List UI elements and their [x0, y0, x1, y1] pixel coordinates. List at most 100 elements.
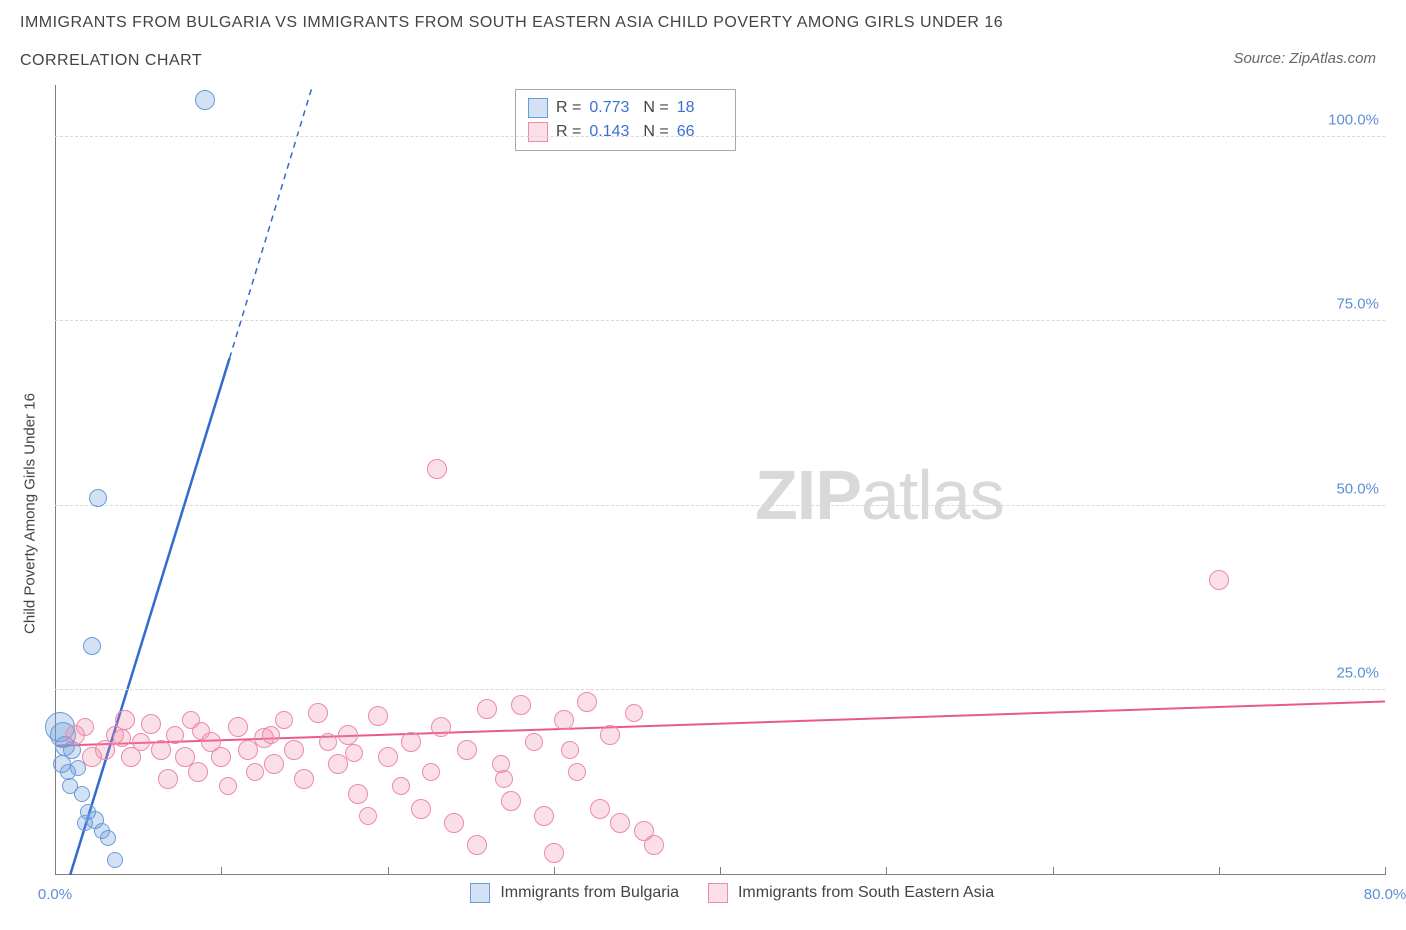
- grid-line-horizontal: [55, 320, 1385, 321]
- x-tick-label-max: 80.0%: [1364, 886, 1406, 903]
- data-point-seasia: [151, 740, 171, 760]
- data-point-seasia: [501, 791, 521, 811]
- data-point-seasia: [113, 729, 131, 747]
- legend-r-value-bulgaria: 0.773: [589, 96, 635, 120]
- data-point-seasia: [561, 741, 579, 759]
- legend-n-value-seasia: 66: [677, 120, 723, 144]
- x-tick-mark: [221, 867, 222, 875]
- data-point-seasia: [411, 799, 431, 819]
- x-tick-mark: [1053, 867, 1054, 875]
- data-point-seasia: [192, 722, 210, 740]
- x-tick-mark: [886, 867, 887, 875]
- data-point-seasia: [294, 769, 314, 789]
- y-tick-label: 75.0%: [1336, 296, 1379, 313]
- y-tick-label: 25.0%: [1336, 665, 1379, 682]
- data-point-seasia: [219, 777, 237, 795]
- grid-line-horizontal: [55, 689, 1385, 690]
- data-point-seasia: [495, 770, 513, 788]
- x-tick-mark: [388, 867, 389, 875]
- data-point-seasia: [477, 699, 497, 719]
- legend-swatch-seasia: [528, 122, 548, 142]
- data-point-seasia: [444, 813, 464, 833]
- data-point-seasia: [188, 762, 208, 782]
- data-point-seasia: [427, 459, 447, 479]
- x-tick-mark: [1385, 867, 1386, 875]
- legend-r-value-seasia: 0.143: [589, 120, 635, 144]
- data-point-seasia: [644, 835, 664, 855]
- data-point-seasia: [338, 725, 358, 745]
- y-tick-label: 100.0%: [1328, 111, 1379, 128]
- data-point-seasia: [544, 843, 564, 863]
- chart-container: Child Poverty Among Girls Under 16 ZIPat…: [0, 85, 1406, 930]
- data-point-seasia: [534, 806, 554, 826]
- data-point-seasia: [115, 710, 135, 730]
- y-tick-label: 50.0%: [1336, 480, 1379, 497]
- data-point-seasia: [348, 784, 368, 804]
- data-point-seasia: [308, 703, 328, 723]
- data-point-seasia: [264, 754, 284, 774]
- legend-n-label: N =: [643, 120, 668, 144]
- series-name-bulgaria: Immigrants from Bulgaria: [500, 884, 679, 901]
- data-point-seasia: [246, 763, 264, 781]
- data-point-seasia: [600, 725, 620, 745]
- legend-row-seasia: R = 0.143 N = 66: [528, 120, 723, 144]
- data-point-seasia: [511, 695, 531, 715]
- legend-r-label: R =: [556, 120, 581, 144]
- data-point-seasia: [284, 740, 304, 760]
- data-point-bulgaria: [100, 830, 116, 846]
- data-point-bulgaria: [83, 637, 101, 655]
- data-point-seasia: [166, 726, 184, 744]
- plot-area: ZIPatlas R = 0.773 N = 18 R = 0.143 N = …: [55, 85, 1385, 875]
- data-point-seasia: [568, 763, 586, 781]
- data-point-seasia: [431, 717, 451, 737]
- chart-title-line1: IMMIGRANTS FROM BULGARIA VS IMMIGRANTS F…: [20, 14, 1003, 32]
- series-name-seasia: Immigrants from South Eastern Asia: [738, 884, 994, 901]
- watermark: ZIPatlas: [755, 455, 1004, 535]
- data-point-bulgaria: [89, 489, 107, 507]
- x-tick-mark: [55, 867, 56, 875]
- data-point-seasia: [525, 733, 543, 751]
- data-point-seasia: [141, 714, 161, 734]
- data-point-seasia: [345, 744, 363, 762]
- series-legend: Immigrants from Bulgaria Immigrants from…: [55, 883, 1385, 903]
- data-point-seasia: [378, 747, 398, 767]
- data-point-seasia: [275, 711, 293, 729]
- grid-line-horizontal: [55, 136, 1385, 137]
- y-axis-label: Child Poverty Among Girls Under 16: [22, 364, 39, 664]
- data-point-seasia: [132, 733, 150, 751]
- legend-swatch-bulgaria: [528, 98, 548, 118]
- data-point-seasia: [228, 717, 248, 737]
- legend-r-label: R =: [556, 96, 581, 120]
- x-tick-mark: [720, 867, 721, 875]
- data-point-bulgaria: [107, 852, 123, 868]
- legend-n-label: N =: [643, 96, 668, 120]
- x-tick-mark: [554, 867, 555, 875]
- correlation-legend: R = 0.773 N = 18 R = 0.143 N = 66: [515, 89, 736, 151]
- legend-row-bulgaria: R = 0.773 N = 18: [528, 96, 723, 120]
- data-point-seasia: [1209, 570, 1229, 590]
- data-point-seasia: [262, 726, 280, 744]
- trend-line: [230, 85, 313, 358]
- grid-line-horizontal: [55, 505, 1385, 506]
- data-point-seasia: [401, 732, 421, 752]
- data-point-seasia: [359, 807, 377, 825]
- data-point-seasia: [577, 692, 597, 712]
- watermark-bold: ZIP: [755, 456, 861, 534]
- legend-swatch-seasia-bottom: [708, 883, 728, 903]
- data-point-seasia: [319, 733, 337, 751]
- data-point-seasia: [625, 704, 643, 722]
- data-point-seasia: [467, 835, 487, 855]
- data-point-seasia: [457, 740, 477, 760]
- data-point-seasia: [610, 813, 630, 833]
- data-point-seasia: [554, 710, 574, 730]
- data-point-seasia: [368, 706, 388, 726]
- data-point-seasia: [422, 763, 440, 781]
- watermark-light: atlas: [861, 456, 1004, 534]
- data-point-seasia: [76, 718, 94, 736]
- data-point-bulgaria: [74, 786, 90, 802]
- data-point-seasia: [392, 777, 410, 795]
- legend-n-value-bulgaria: 18: [677, 96, 723, 120]
- data-point-bulgaria: [195, 90, 215, 110]
- x-tick-mark: [1219, 867, 1220, 875]
- chart-title-line2: CORRELATION CHART: [20, 52, 202, 70]
